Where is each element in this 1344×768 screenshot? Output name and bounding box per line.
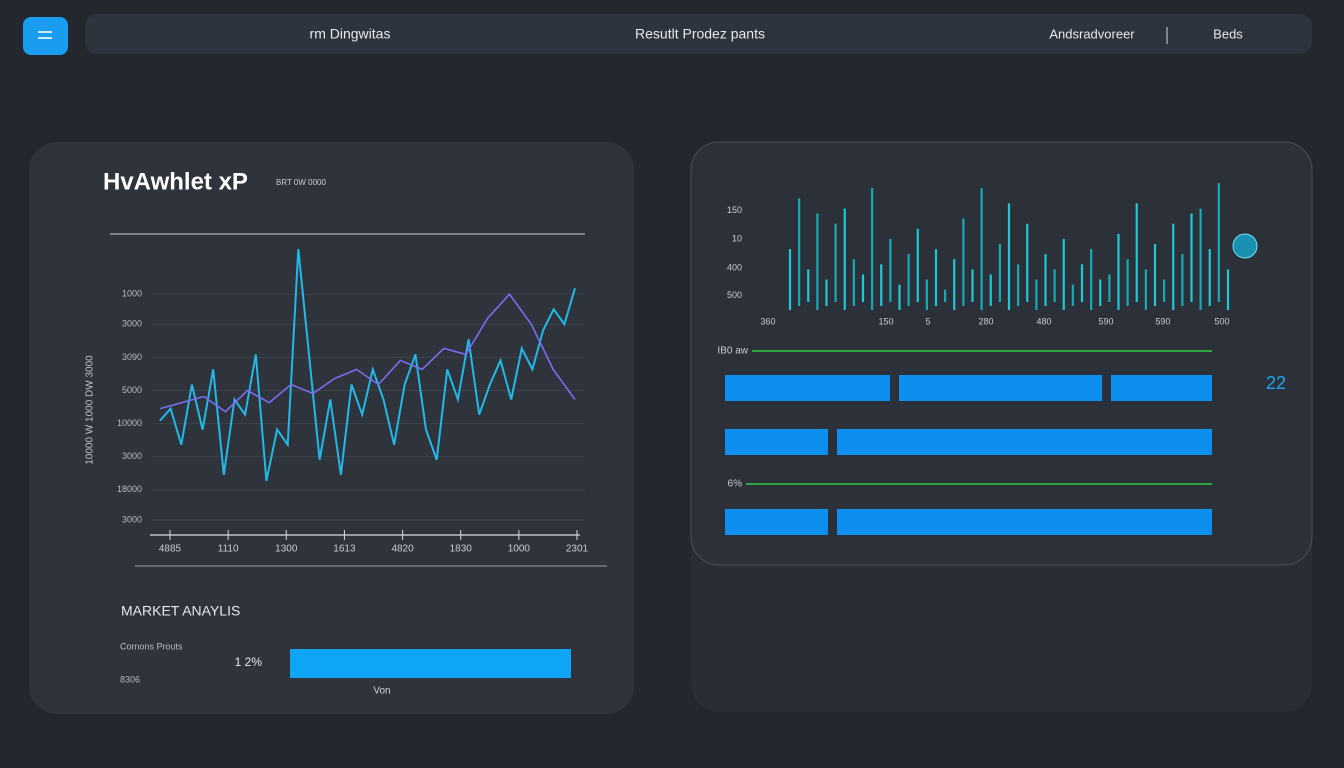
y-tick-label: 1000 xyxy=(122,289,142,299)
marker-label: IB0 aw xyxy=(717,346,748,357)
y-tick-label: 5000 xyxy=(122,385,142,395)
right-panel xyxy=(690,141,1313,566)
bar-label: 1 2% xyxy=(235,655,263,669)
badge: 22 xyxy=(1266,373,1286,393)
bar-segment xyxy=(1111,375,1212,401)
x-tick-label: 590 xyxy=(1155,316,1170,326)
menu-icon xyxy=(38,31,52,39)
nav-item[interactable]: Andsradvoreer xyxy=(1049,26,1135,41)
nav-item[interactable]: rm Dingwitas xyxy=(310,26,391,42)
y-tick-label: 3090 xyxy=(122,352,142,362)
y-tick-label: 3000 xyxy=(122,319,142,329)
bar-segment xyxy=(725,375,890,401)
line-series xyxy=(159,292,576,413)
nav-item[interactable]: Beds xyxy=(1213,26,1243,41)
x-tick-label: 280 xyxy=(978,316,993,326)
bar-segment xyxy=(837,429,1212,455)
x-tick-label: 4885 xyxy=(159,544,182,555)
bar-segment xyxy=(725,429,828,455)
y-tick-label: 150 xyxy=(727,205,742,215)
nav-item[interactable]: Resutlt Prodez pants xyxy=(635,26,765,42)
panel-subtitle: BRT 0W 0000 xyxy=(276,178,327,187)
y-tick-label: 3000 xyxy=(122,451,142,461)
x-tick-label: 2301 xyxy=(566,544,589,555)
left-panel xyxy=(29,142,634,714)
y-tick-label: 400 xyxy=(727,263,742,273)
y-axis-label: 10000 W 1000 DW 3000 xyxy=(85,355,96,465)
x-tick-label: 1613 xyxy=(333,544,356,555)
x-tick-label: 1300 xyxy=(275,544,298,555)
legend-value: 8306 xyxy=(120,674,140,684)
x-tick-label: 1110 xyxy=(218,544,239,555)
bar-segment xyxy=(899,375,1102,401)
bar-segment xyxy=(725,509,828,535)
x-tick-label: 5 xyxy=(925,316,930,326)
indicator xyxy=(1232,233,1258,259)
bar xyxy=(290,649,571,678)
y-tick-label: 3000 xyxy=(122,514,142,524)
panel-title: HvAwhlet xP xyxy=(103,168,248,195)
x-tick-label: 480 xyxy=(1036,316,1051,326)
y-tick-label: 18000 xyxy=(117,484,142,494)
line-series xyxy=(159,248,576,482)
x-tick-label: 150 xyxy=(878,316,893,326)
marker-label: 6% xyxy=(728,479,743,490)
y-tick-label: 10 xyxy=(732,233,742,243)
legend-label: Cornons Prouts xyxy=(120,641,183,651)
y-tick-label: 10000 xyxy=(117,418,142,428)
y-tick-label: 500 xyxy=(727,290,742,300)
section-title: MARKET ANAYLIS xyxy=(121,603,240,619)
bar-segment xyxy=(837,509,1212,535)
x-tick-label: 360 xyxy=(760,316,775,326)
x-tick-label: 4820 xyxy=(391,544,414,555)
x-tick-label: 500 xyxy=(1214,316,1229,326)
nav-bar xyxy=(85,14,1312,54)
menu-button[interactable] xyxy=(23,17,68,55)
x-tick-label: 1000 xyxy=(508,544,531,555)
bar-caption: Von xyxy=(373,686,390,697)
x-tick-label: 590 xyxy=(1098,316,1113,326)
x-tick-label: 1830 xyxy=(450,544,473,555)
